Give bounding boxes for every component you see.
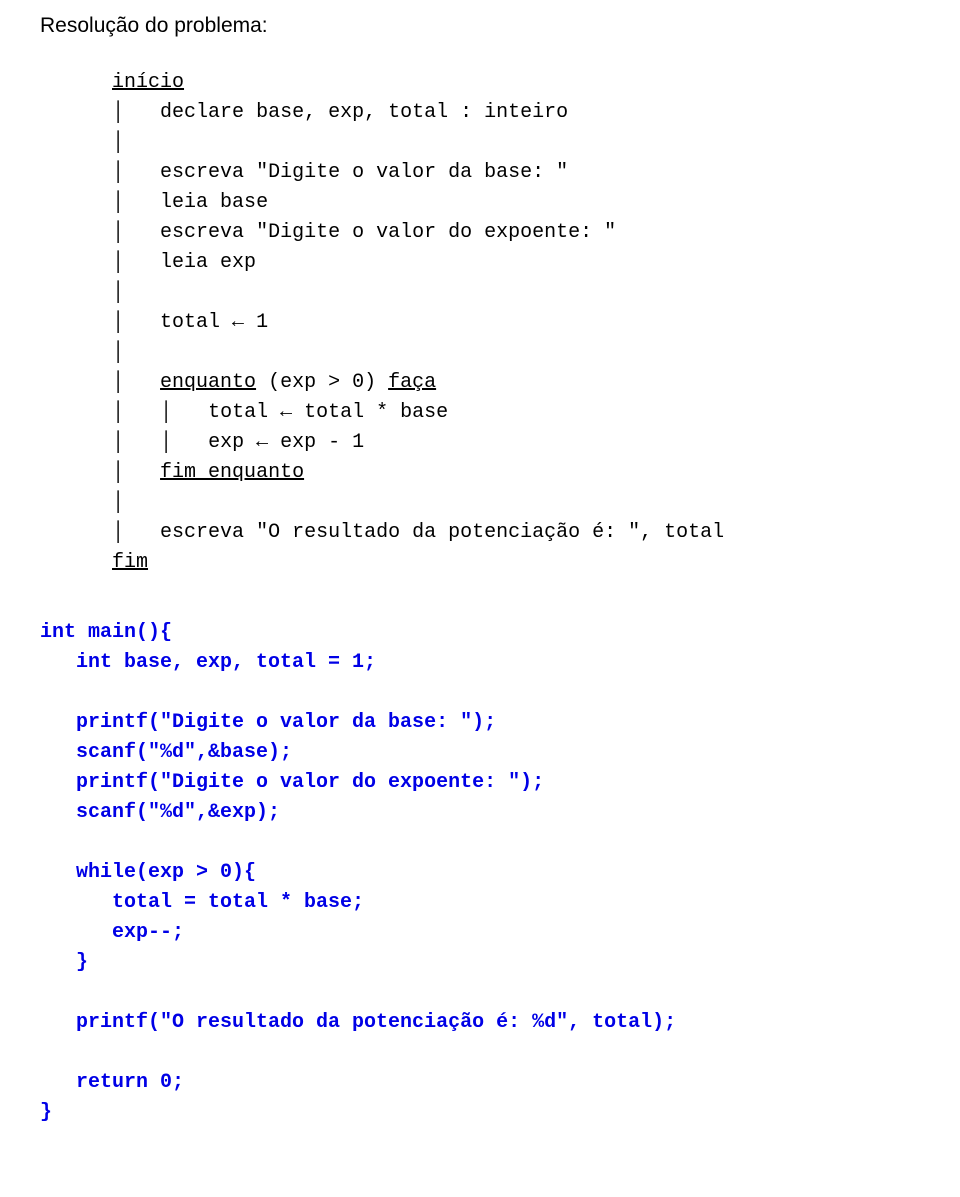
page-title: Resolução do problema: <box>40 14 920 38</box>
pseudo-bar: │ <box>112 221 124 244</box>
code-line: printf("O resultado da potenciação é: %d… <box>40 1011 676 1034</box>
pseudo-line: leia exp <box>160 251 256 274</box>
pseudo-bar: │ <box>112 371 124 394</box>
code-line: printf("Digite o valor do expoente: "); <box>40 771 544 794</box>
pseudo-cond: (exp > 0) <box>256 371 388 394</box>
code-line: scanf("%d",&exp); <box>40 801 280 824</box>
pseudo-bar-inner: │ <box>160 401 172 424</box>
pseudo-bar: │ <box>112 311 124 334</box>
pseudo-bar: │ <box>112 521 124 544</box>
pseudo-line: escreva "O resultado da potenciação é: "… <box>160 521 724 544</box>
pseudo-line: escreva "Digite o valor da base: " <box>160 161 568 184</box>
pseudo-line: exp ← exp - 1 <box>208 431 364 454</box>
pseudo-bar: │ <box>112 281 124 304</box>
code-line: int main(){ <box>40 621 172 644</box>
pseudo-bar: │ <box>112 131 124 154</box>
pseudo-bar: │ <box>112 401 124 424</box>
kw-faca: faça <box>388 371 436 394</box>
code-line: exp--; <box>40 921 184 944</box>
kw-fim-enquanto: fim enquanto <box>160 461 304 484</box>
pseudo-bar: │ <box>112 431 124 454</box>
pseudo-line: total ← 1 <box>160 311 268 334</box>
pseudo-bar-inner: │ <box>160 431 172 454</box>
code-line: scanf("%d",&base); <box>40 741 292 764</box>
kw-enquanto: enquanto <box>160 371 256 394</box>
pseudo-bar: │ <box>112 461 124 484</box>
c-code-block: int main(){ int base, exp, total = 1; pr… <box>40 618 920 1128</box>
pseudo-line: total ← total * base <box>208 401 448 424</box>
kw-fim: fim <box>112 551 148 574</box>
pseudo-line: escreva "Digite o valor do expoente: " <box>160 221 616 244</box>
pseudo-bar: │ <box>112 491 124 514</box>
kw-inicio: início <box>112 71 184 94</box>
code-line: } <box>40 1101 52 1124</box>
pseudocode-block: início │ declare base, exp, total : inte… <box>40 68 920 578</box>
page-container: { "title": "Resolução do problema:", "ps… <box>0 0 960 1197</box>
code-line: return 0; <box>40 1071 184 1094</box>
pseudo-bar: │ <box>112 251 124 274</box>
pseudo-bar: │ <box>112 191 124 214</box>
code-line: printf("Digite o valor da base: "); <box>40 711 496 734</box>
pseudo-bar: │ <box>112 161 124 184</box>
pseudo-bar: │ <box>112 101 124 124</box>
code-line: total = total * base; <box>40 891 364 914</box>
pseudo-line: declare base, exp, total : inteiro <box>160 101 568 124</box>
pseudo-line: leia base <box>160 191 268 214</box>
pseudo-bar: │ <box>112 341 124 364</box>
code-line: } <box>40 951 88 974</box>
code-line: int base, exp, total = 1; <box>40 651 376 674</box>
code-line: while(exp > 0){ <box>40 861 256 884</box>
